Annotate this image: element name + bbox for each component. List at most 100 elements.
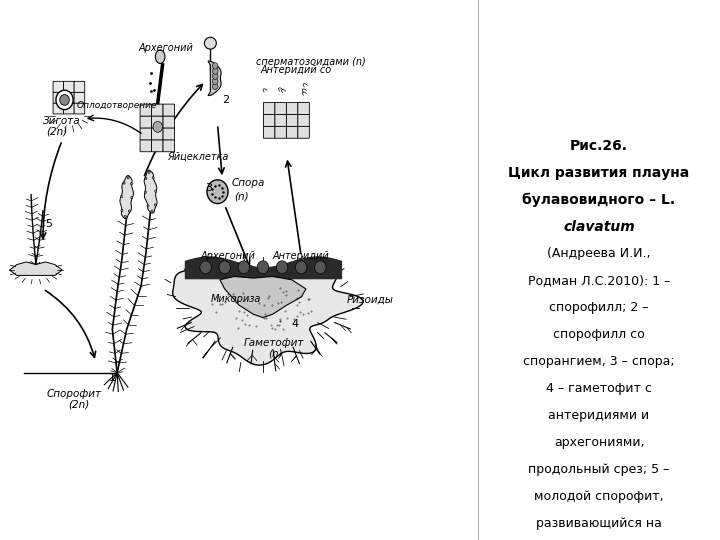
Circle shape xyxy=(212,63,218,69)
Text: Антеридий: Антеридий xyxy=(272,251,329,261)
FancyBboxPatch shape xyxy=(74,103,85,114)
FancyBboxPatch shape xyxy=(63,82,74,92)
FancyBboxPatch shape xyxy=(275,114,287,126)
FancyBboxPatch shape xyxy=(275,126,287,138)
Text: Яйцеклетка: Яйцеклетка xyxy=(167,151,229,161)
Text: Архегоний: Архегоний xyxy=(201,251,256,261)
Ellipse shape xyxy=(204,37,216,49)
FancyBboxPatch shape xyxy=(287,114,298,126)
FancyBboxPatch shape xyxy=(140,128,152,140)
Circle shape xyxy=(200,261,211,274)
Polygon shape xyxy=(208,61,221,96)
Circle shape xyxy=(295,261,307,274)
Text: сперматозоидами (n): сперматозоидами (n) xyxy=(256,57,366,67)
FancyBboxPatch shape xyxy=(151,128,163,140)
Circle shape xyxy=(315,261,326,274)
Circle shape xyxy=(127,177,129,179)
Text: продольный срез; 5 –: продольный срез; 5 – xyxy=(528,463,670,476)
Text: Родман Л.С.2010): 1 –: Родман Л.С.2010): 1 – xyxy=(528,274,670,287)
Text: 2: 2 xyxy=(222,94,230,105)
Text: Цикл развития плауна: Цикл развития плауна xyxy=(508,166,690,180)
FancyBboxPatch shape xyxy=(264,103,275,114)
Text: Спорофит: Спорофит xyxy=(47,389,102,399)
FancyBboxPatch shape xyxy=(287,103,298,114)
Circle shape xyxy=(120,195,122,198)
Text: Архегоний: Архегоний xyxy=(139,43,194,53)
FancyBboxPatch shape xyxy=(264,114,275,126)
FancyBboxPatch shape xyxy=(163,128,174,140)
Circle shape xyxy=(276,261,288,274)
Ellipse shape xyxy=(156,50,165,63)
FancyBboxPatch shape xyxy=(287,126,298,138)
Text: развивающийся на: развивающийся на xyxy=(536,517,662,530)
Circle shape xyxy=(121,210,123,212)
Text: молодой спорофит,: молодой спорофит, xyxy=(534,490,664,503)
Circle shape xyxy=(212,83,218,90)
Text: Антеридий со: Антеридий со xyxy=(261,65,332,75)
FancyBboxPatch shape xyxy=(275,103,287,114)
FancyBboxPatch shape xyxy=(140,116,152,128)
Circle shape xyxy=(154,204,156,206)
Polygon shape xyxy=(220,276,306,318)
FancyBboxPatch shape xyxy=(151,140,163,152)
Circle shape xyxy=(212,68,218,75)
Circle shape xyxy=(212,78,218,85)
Text: (n): (n) xyxy=(268,348,282,359)
Text: 3: 3 xyxy=(206,183,212,193)
Text: архегониями,: архегониями, xyxy=(554,436,644,449)
FancyBboxPatch shape xyxy=(140,104,152,116)
FancyBboxPatch shape xyxy=(298,103,310,114)
Polygon shape xyxy=(144,170,157,213)
Text: Гаметофит: Гаметофит xyxy=(244,338,304,348)
Polygon shape xyxy=(120,176,133,219)
FancyBboxPatch shape xyxy=(163,104,174,116)
FancyBboxPatch shape xyxy=(298,126,310,138)
Circle shape xyxy=(145,177,147,179)
FancyBboxPatch shape xyxy=(53,92,63,103)
Circle shape xyxy=(153,122,163,132)
Text: (2n): (2n) xyxy=(46,127,68,137)
Circle shape xyxy=(238,261,250,274)
Text: 1: 1 xyxy=(109,373,116,383)
FancyBboxPatch shape xyxy=(264,126,275,138)
Text: Ризоиды: Ризоиды xyxy=(346,294,394,305)
Circle shape xyxy=(123,182,125,184)
Text: спорангием, 3 – спора;: спорангием, 3 – спора; xyxy=(523,355,675,368)
Text: clavatum: clavatum xyxy=(563,220,635,234)
Text: (2n): (2n) xyxy=(68,400,89,410)
Circle shape xyxy=(124,215,126,218)
Text: Зигота: Зигота xyxy=(43,116,81,126)
FancyBboxPatch shape xyxy=(151,104,163,116)
Text: Рис.26.: Рис.26. xyxy=(570,139,628,153)
Text: Микориза: Микориза xyxy=(210,294,261,305)
Text: антеридиями и: антеридиями и xyxy=(549,409,649,422)
Circle shape xyxy=(147,205,149,207)
Circle shape xyxy=(257,261,269,274)
Text: 5: 5 xyxy=(45,219,53,229)
FancyBboxPatch shape xyxy=(63,103,74,114)
Text: Спора: Спора xyxy=(232,178,265,188)
FancyBboxPatch shape xyxy=(74,82,85,92)
Text: 4: 4 xyxy=(292,319,299,329)
Text: булавовидного – L.: булавовидного – L. xyxy=(523,193,675,207)
FancyBboxPatch shape xyxy=(63,92,74,103)
Text: 4 – гаметофит с: 4 – гаметофит с xyxy=(546,382,652,395)
Circle shape xyxy=(60,94,69,105)
Circle shape xyxy=(207,180,228,204)
FancyBboxPatch shape xyxy=(163,116,174,128)
FancyBboxPatch shape xyxy=(53,82,63,92)
Circle shape xyxy=(128,210,130,212)
Text: (Андреева И.И.,: (Андреева И.И., xyxy=(547,247,651,260)
Text: (n): (n) xyxy=(234,192,249,202)
Text: спорофилл; 2 –: спорофилл; 2 – xyxy=(549,301,649,314)
Polygon shape xyxy=(173,263,363,365)
Circle shape xyxy=(130,183,132,185)
Circle shape xyxy=(148,171,150,173)
FancyBboxPatch shape xyxy=(151,116,163,128)
Circle shape xyxy=(145,191,146,193)
Text: Оплодотворение: Оплодотворение xyxy=(76,101,157,110)
FancyBboxPatch shape xyxy=(163,140,174,152)
Circle shape xyxy=(151,210,153,212)
Circle shape xyxy=(212,73,218,79)
Circle shape xyxy=(155,190,157,192)
